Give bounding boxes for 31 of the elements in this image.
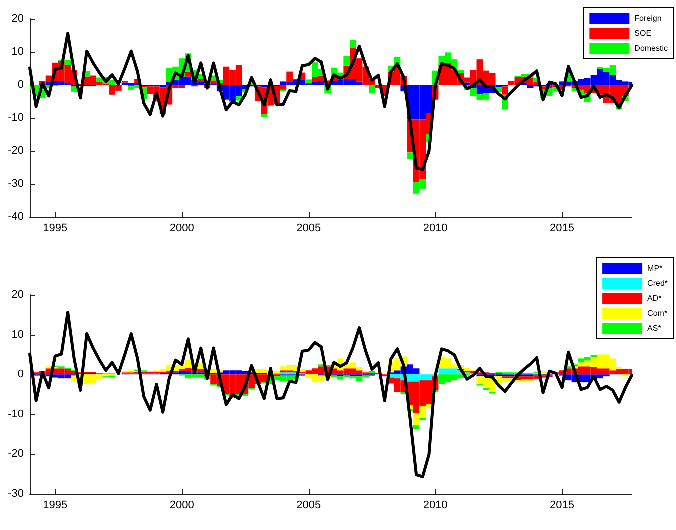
y-tick-label: 20	[12, 13, 24, 25]
y-tick-label: 10	[12, 46, 24, 58]
y-tick-label: 0	[18, 79, 24, 91]
legend-label: SOE	[634, 29, 652, 38]
x-tick-label: 1995	[43, 222, 68, 234]
y-tick-label: 10	[12, 328, 24, 341]
y-tick-label: -30	[8, 488, 24, 500]
y-tick-label: 0	[18, 368, 24, 381]
legend-label: Foreign	[634, 14, 662, 23]
x-tick-label: 2015	[550, 500, 575, 512]
x-tick-label: 2000	[170, 222, 194, 234]
y-tick-label: -40	[8, 211, 24, 223]
x-tick-label: 1995	[43, 500, 68, 512]
x-tick-label: 2005	[296, 222, 322, 234]
y-tick-label: -20	[8, 145, 24, 157]
legend-label: Com*	[648, 309, 668, 318]
x-tick-label: 2010	[423, 222, 448, 234]
x-tick-label: 2015	[550, 222, 575, 234]
legend-label: AS*	[648, 324, 662, 333]
legend-label: Cred*	[648, 279, 668, 288]
x-tick-label: 2000	[170, 500, 194, 512]
legend-label: AD*	[648, 294, 662, 303]
y-tick-label: -20	[8, 448, 24, 460]
y-tick-label: -10	[8, 408, 24, 420]
y-tick-label: -10	[8, 112, 24, 124]
x-tick-label: 2005	[296, 500, 322, 512]
y-tick-label: -30	[8, 178, 24, 190]
legend-label: MP*	[648, 264, 663, 273]
legend-label: Domestic	[634, 44, 668, 53]
x-tick-label: 2010	[423, 500, 448, 512]
y-tick-label: 20	[12, 289, 24, 301]
